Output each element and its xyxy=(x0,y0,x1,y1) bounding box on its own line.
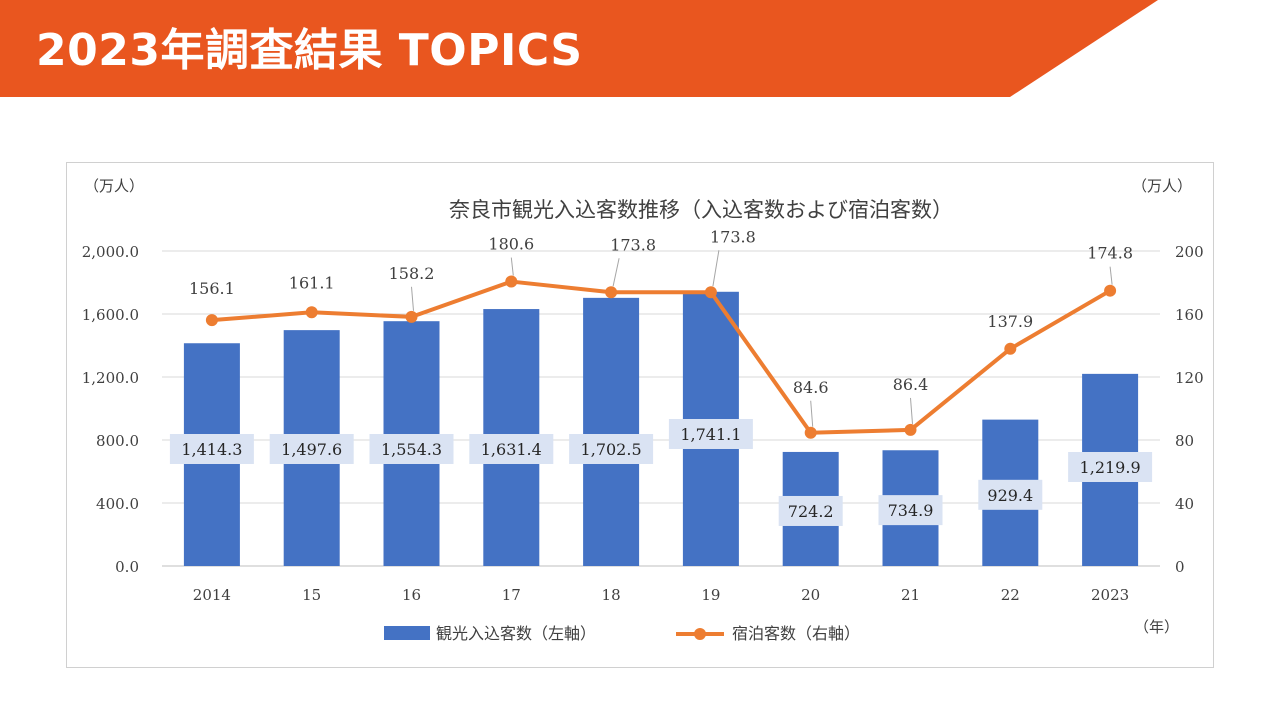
bar-value-label-bg xyxy=(469,434,554,464)
y-left-tick-label: 0.0 xyxy=(115,558,139,576)
right-axis-unit: （万人） xyxy=(1132,177,1192,195)
y-left-tick-label: 1,600.0 xyxy=(82,306,139,324)
y-left-tick-label: 400.0 xyxy=(96,495,139,513)
bar-value-label-bg xyxy=(978,479,1043,510)
x-tick-label: 2014 xyxy=(193,586,231,604)
x-tick-label: 20 xyxy=(801,586,820,604)
line-value-label: 158.2 xyxy=(389,264,435,283)
bar-value-label: 1,631.4 xyxy=(481,440,542,459)
x-tick-label: 2023 xyxy=(1091,586,1129,604)
x-tick-label: 22 xyxy=(1001,586,1020,604)
line-value-label: 84.6 xyxy=(793,378,829,397)
bar-value-label: 1,741.1 xyxy=(680,425,741,444)
header-banner: 2023年調査結果 TOPICS xyxy=(0,0,1280,100)
line-series xyxy=(211,279,1112,435)
line-value-label: 174.8 xyxy=(1087,244,1133,263)
bar-value-label-bg xyxy=(369,434,454,464)
line-value-label: 86.4 xyxy=(893,375,929,394)
leader-line xyxy=(712,250,720,287)
bar-value-label: 1,497.6 xyxy=(281,440,342,459)
legend-bar-label: 観光入込客数（左軸） xyxy=(436,624,596,643)
y-left-tick-label: 800.0 xyxy=(96,432,139,450)
x-tick-label: 18 xyxy=(602,586,621,604)
line-value-label: 156.1 xyxy=(189,279,235,298)
line-point xyxy=(904,423,917,436)
line-value-label: 180.6 xyxy=(488,235,534,254)
line-point xyxy=(205,314,218,327)
x-tick-label: 21 xyxy=(901,586,920,604)
bar-value-label: 929.4 xyxy=(987,486,1033,505)
bar-value-label: 1,702.5 xyxy=(581,440,642,459)
leader-line xyxy=(612,258,620,287)
y-right-tick-label: 0 xyxy=(1175,558,1185,576)
y-right-tick-label: 40 xyxy=(1175,495,1194,513)
line-value-label: 173.8 xyxy=(610,235,656,254)
x-axis-unit: （年） xyxy=(1134,618,1179,636)
line-value-label: 137.9 xyxy=(987,312,1033,331)
line-value-label: 161.1 xyxy=(289,273,335,292)
legend-line-marker xyxy=(694,628,706,640)
leader-line xyxy=(510,257,514,276)
left-axis-unit: （万人） xyxy=(84,177,144,195)
chart-svg: 奈良市観光入込客数推移（入込客数および宿泊客数） （万人） （万人） （年） 0.0 40… xyxy=(82,177,1204,643)
line-point xyxy=(405,310,418,323)
line-point xyxy=(505,275,518,288)
y-right-tick-label: 160 xyxy=(1175,306,1204,324)
line-point xyxy=(804,426,817,439)
line-point xyxy=(1104,284,1117,297)
bar-value-label: 1,414.3 xyxy=(181,440,242,459)
bar-value-label-bg xyxy=(269,434,354,464)
x-tick-label: 16 xyxy=(402,586,421,604)
y-left-tick-label: 2,000.0 xyxy=(82,243,139,261)
leader-line xyxy=(910,397,913,424)
line-point xyxy=(305,306,318,319)
bar-value-label-bg xyxy=(1068,452,1153,482)
bar-value-label: 734.9 xyxy=(888,501,934,520)
y-left-tick-label: 1,200.0 xyxy=(82,369,139,387)
y-right-tick-label: 80 xyxy=(1175,432,1194,450)
x-tick-label: 19 xyxy=(701,586,720,604)
page-title: 2023年調査結果 TOPICS xyxy=(36,25,583,76)
line-value-label: 173.8 xyxy=(710,227,756,246)
bar-value-label-bg xyxy=(778,495,843,526)
bar-value-label-bg xyxy=(878,495,943,526)
x-tick-label: 17 xyxy=(502,586,521,604)
chart-title: 奈良市観光入込客数推移（入込客数および宿泊客数） xyxy=(449,198,953,222)
leader-line xyxy=(810,400,814,427)
bar-value-label-bg xyxy=(668,419,753,449)
bar-value-label-bg xyxy=(569,434,654,464)
line-point xyxy=(704,286,717,299)
bar xyxy=(583,297,640,566)
legend-line-label: 宿泊客数（右軸） xyxy=(732,624,860,643)
bar-value-label-bg xyxy=(169,434,254,464)
line-point xyxy=(1004,342,1017,355)
leader-line xyxy=(411,286,414,311)
leader-line xyxy=(1109,266,1113,285)
y-right-tick-label: 200 xyxy=(1175,243,1204,261)
line-point xyxy=(605,286,618,299)
y-right-tick-label: 120 xyxy=(1175,369,1204,387)
x-tick-label: 15 xyxy=(302,586,321,604)
banner-shape xyxy=(0,0,1158,97)
bar-value-label: 1,219.9 xyxy=(1080,458,1141,477)
chart-container: 奈良市観光入込客数推移（入込客数および宿泊客数） （万人） （万人） （年） 0.0 40… xyxy=(66,162,1214,668)
bar-value-label: 1,554.3 xyxy=(381,440,442,459)
bar-value-label: 724.2 xyxy=(788,502,834,521)
legend-bar-swatch xyxy=(384,626,430,640)
